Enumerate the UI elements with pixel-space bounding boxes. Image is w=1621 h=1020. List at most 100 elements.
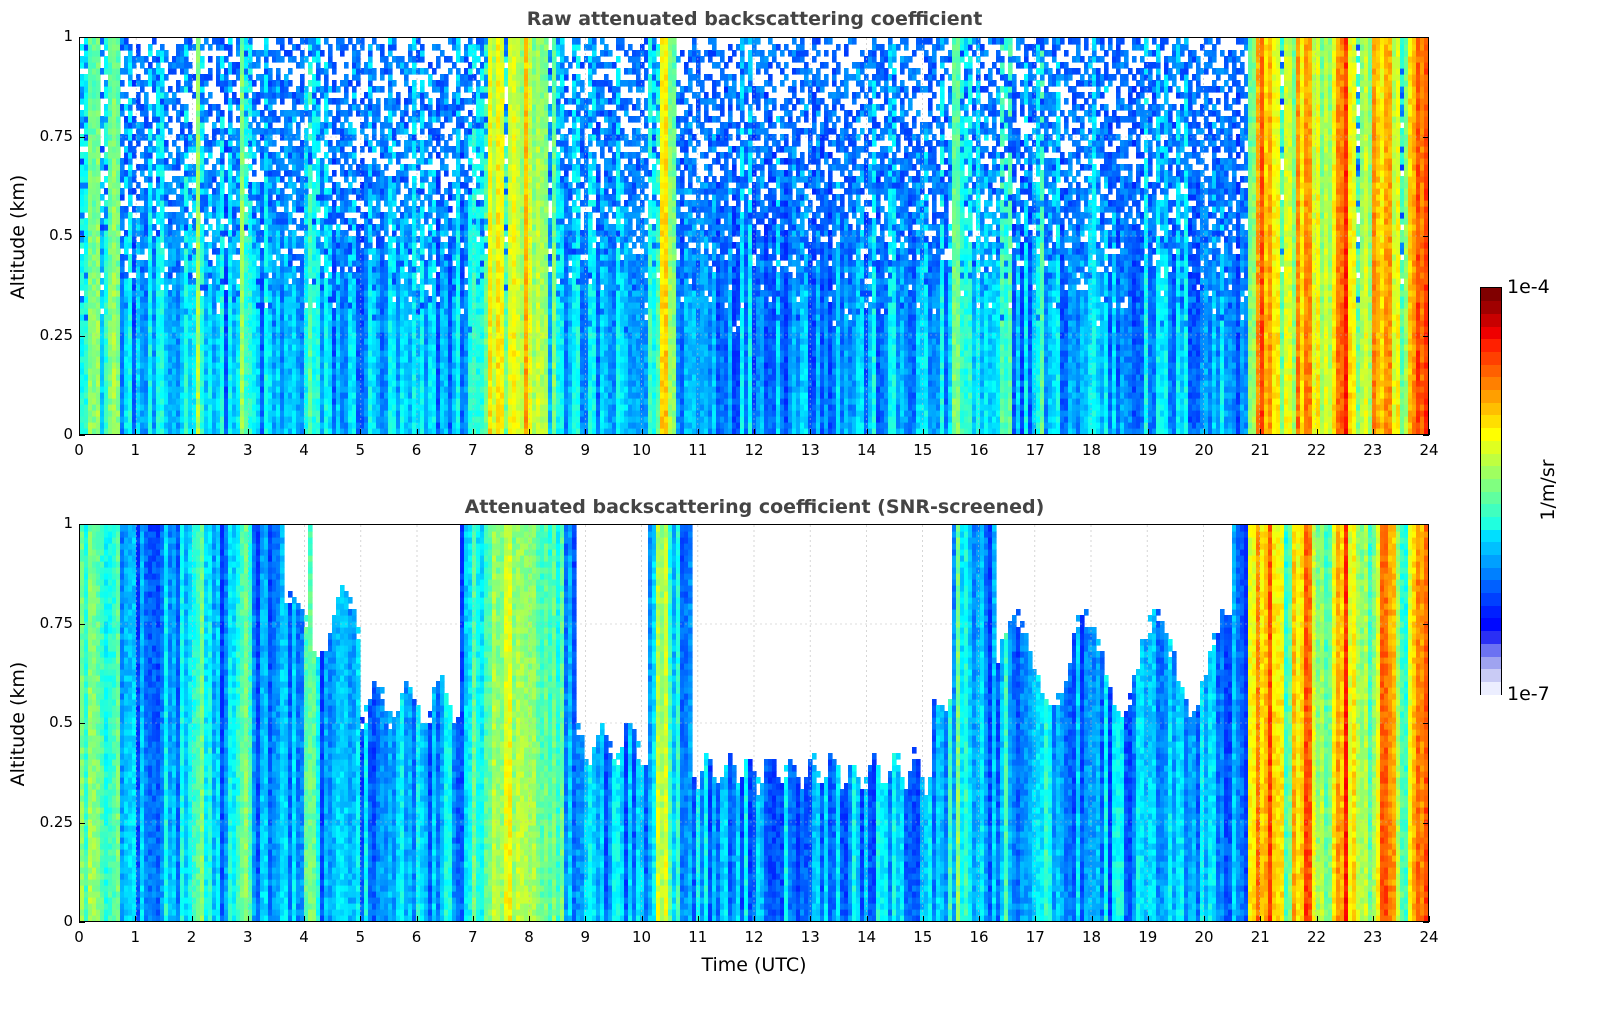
heatmap-cell bbox=[84, 410, 89, 417]
heatmap-cell bbox=[80, 74, 85, 81]
heatmap-cell bbox=[100, 356, 105, 363]
heatmap-cell bbox=[180, 410, 185, 417]
heatmap-cell bbox=[208, 374, 213, 381]
heatmap-cell bbox=[84, 158, 89, 165]
heatmap-cell bbox=[168, 278, 173, 285]
heatmap-cell bbox=[212, 104, 217, 111]
heatmap-cell bbox=[220, 158, 225, 165]
heatmap-cell bbox=[96, 86, 101, 93]
heatmap-cell bbox=[104, 176, 109, 183]
heatmap-cell bbox=[156, 176, 161, 183]
heatmap-cell bbox=[232, 128, 237, 135]
heatmap-cell bbox=[212, 350, 217, 357]
heatmap-cell bbox=[184, 344, 189, 351]
heatmap-cell bbox=[164, 296, 169, 303]
heatmap-cell bbox=[220, 44, 225, 51]
heatmap-cell bbox=[144, 98, 149, 105]
heatmap-cell bbox=[212, 380, 217, 387]
heatmap-cell bbox=[212, 302, 217, 309]
heatmap-cell bbox=[216, 194, 221, 201]
heatmap-cell bbox=[232, 368, 237, 375]
heatmap-cell bbox=[144, 152, 149, 159]
heatmap-cell bbox=[168, 320, 173, 327]
heatmap-cell bbox=[216, 404, 221, 411]
heatmap-cell bbox=[84, 338, 89, 345]
heatmap-cell bbox=[92, 386, 97, 393]
heatmap-cell bbox=[160, 368, 165, 375]
heatmap-cell bbox=[228, 128, 233, 135]
heatmap-cell bbox=[140, 308, 145, 315]
heatmap-cell bbox=[108, 254, 113, 261]
heatmap-cell bbox=[176, 368, 181, 375]
heatmap-cell bbox=[200, 344, 205, 351]
heatmap-cell bbox=[80, 206, 85, 213]
heatmap-cell bbox=[172, 230, 177, 237]
heatmap-cell bbox=[208, 290, 213, 297]
heatmap-cell bbox=[144, 122, 149, 129]
heatmap-cell bbox=[188, 416, 193, 423]
heatmap-cell bbox=[180, 380, 185, 387]
heatmap-cell bbox=[228, 62, 233, 69]
heatmap-cell bbox=[200, 380, 205, 387]
heatmap-cell bbox=[240, 422, 245, 429]
heatmap-cell bbox=[104, 272, 109, 279]
heatmap-cell bbox=[164, 410, 169, 417]
heatmap-cell bbox=[152, 254, 157, 261]
heatmap-cell bbox=[188, 224, 193, 231]
heatmap-cell bbox=[220, 116, 225, 123]
heatmap-cell bbox=[204, 428, 209, 434]
heatmap-cell bbox=[116, 362, 121, 369]
heatmap-cell bbox=[160, 344, 165, 351]
heatmap-cell bbox=[252, 314, 257, 321]
heatmap-cell bbox=[184, 236, 189, 243]
heatmap-cell bbox=[208, 404, 213, 411]
heatmap-cell bbox=[140, 320, 145, 327]
heatmap-cell bbox=[176, 392, 181, 399]
heatmap-cell bbox=[232, 326, 237, 333]
heatmap-cell bbox=[192, 428, 197, 434]
heatmap-cell bbox=[152, 188, 157, 195]
heatmap-cell bbox=[120, 362, 125, 369]
heatmap-cell bbox=[128, 122, 133, 129]
heatmap-cell bbox=[144, 158, 149, 165]
heatmap-cell bbox=[204, 308, 209, 315]
heatmap-cell bbox=[144, 410, 149, 417]
heatmap-cell bbox=[184, 320, 189, 327]
heatmap-cell bbox=[232, 134, 237, 141]
heatmap-cell bbox=[228, 110, 233, 117]
heatmap-cell bbox=[216, 350, 221, 357]
heatmap-cell bbox=[108, 38, 113, 45]
heatmap-cell bbox=[128, 350, 133, 357]
heatmap-cell bbox=[96, 98, 101, 105]
heatmap-cell bbox=[168, 296, 173, 303]
heatmap-cell bbox=[88, 128, 93, 135]
heatmap-cell bbox=[112, 134, 117, 141]
heatmap-cell bbox=[88, 62, 93, 69]
heatmap-cell bbox=[128, 194, 133, 201]
heatmap-cell bbox=[128, 326, 133, 333]
heatmap-cell bbox=[140, 170, 145, 177]
heatmap-cell bbox=[88, 122, 93, 129]
heatmap-cell bbox=[160, 80, 165, 87]
heatmap-cell bbox=[204, 248, 209, 255]
heatmap-cell bbox=[196, 44, 201, 51]
heatmap-cell bbox=[80, 152, 85, 159]
heatmap-cell bbox=[140, 428, 145, 434]
heatmap-cell bbox=[184, 248, 189, 255]
heatmap-cell bbox=[116, 260, 121, 267]
heatmap-cell bbox=[152, 386, 157, 393]
heatmap-cell bbox=[100, 374, 105, 381]
heatmap-cell bbox=[140, 206, 145, 213]
heatmap-cell bbox=[224, 260, 229, 267]
heatmap-cell bbox=[176, 212, 181, 219]
heatmap-cell bbox=[112, 98, 117, 105]
heatmap-cell bbox=[136, 368, 141, 375]
heatmap-cell bbox=[112, 74, 117, 81]
heatmap-cell bbox=[172, 188, 177, 195]
heatmap-cell bbox=[228, 242, 233, 249]
heatmap-cell bbox=[136, 206, 141, 213]
heatmap-cell bbox=[96, 362, 101, 369]
heatmap-cell bbox=[116, 212, 121, 219]
heatmap-cell bbox=[196, 284, 201, 291]
heatmap-cell bbox=[84, 218, 89, 225]
